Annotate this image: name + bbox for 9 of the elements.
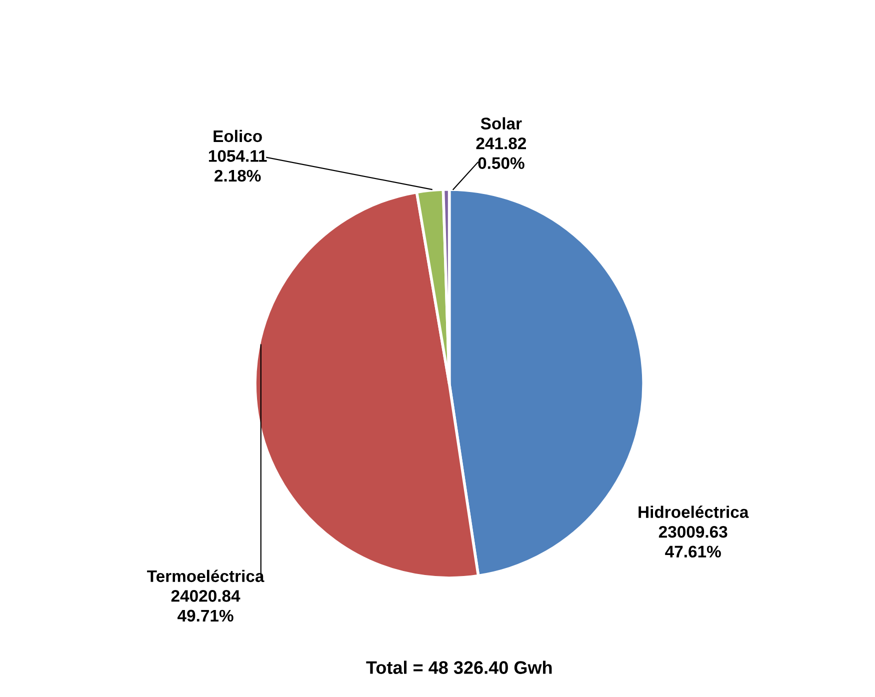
- text: Total = 48 326.40 Gwh: [366, 660, 552, 674]
- slice-label: Hidroeléctrica: [638, 506, 749, 518]
- slice-label: Eolico: [214, 130, 262, 142]
- slice-label: Solar: [480, 117, 522, 130]
- data-label: 241.82 0.50%: [476, 137, 526, 170]
- slice-label: Termoeléctrica: [147, 570, 264, 582]
- data-label: 23009.63 47.61%: [658, 526, 728, 558]
- data-label: 24020.84 49.71%: [171, 590, 240, 622]
- data-label: 1054.11 2.18%: [208, 150, 267, 182]
